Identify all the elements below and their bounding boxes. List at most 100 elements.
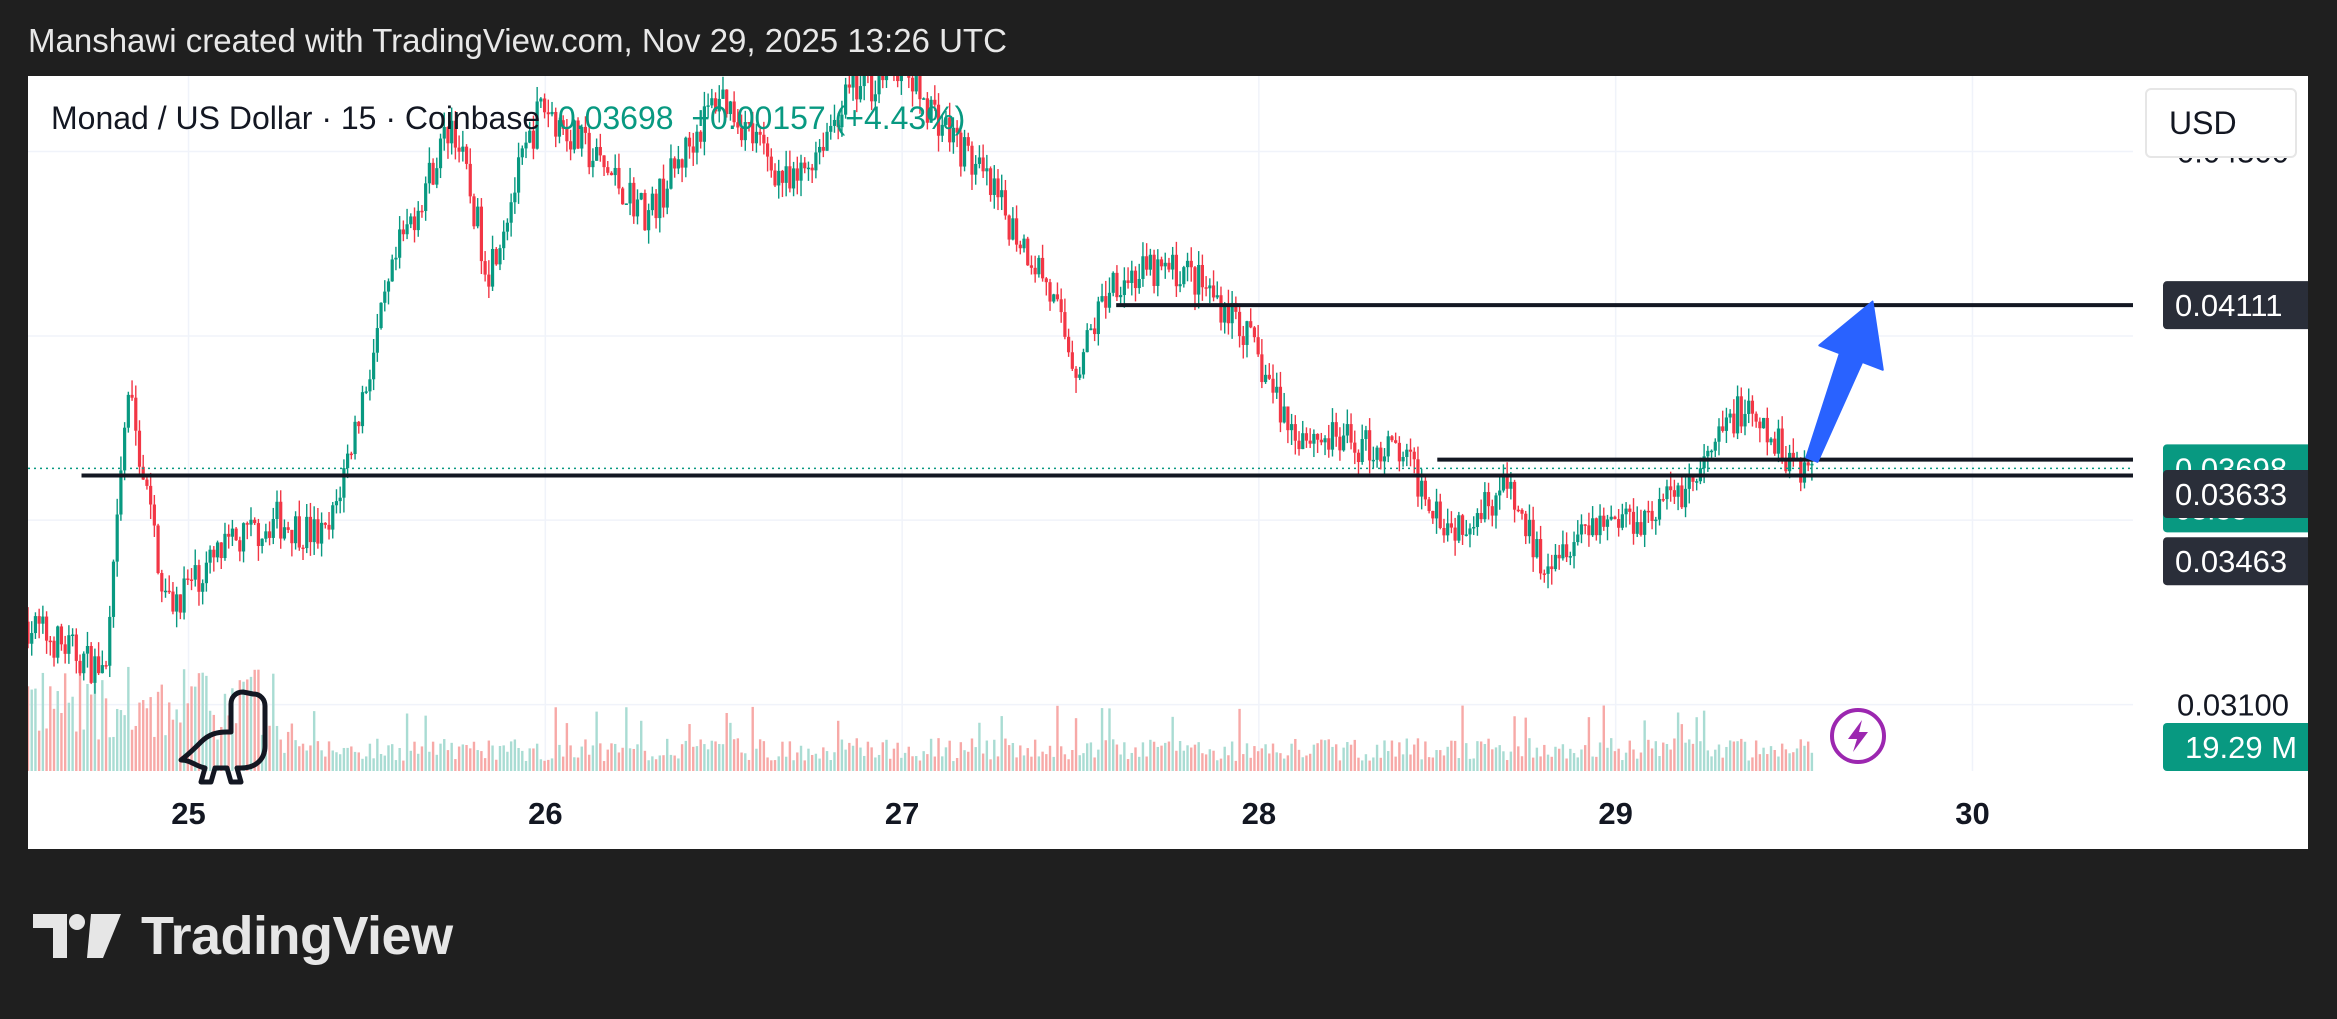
candle-body (1379, 447, 1383, 462)
volume-bar (1587, 717, 1591, 771)
volume-bar (1275, 752, 1278, 771)
candle-body (1565, 544, 1569, 558)
currency-button[interactable]: USD (2145, 88, 2297, 158)
volume-bar (1405, 738, 1409, 771)
candle-body (1360, 439, 1364, 463)
candle-body (1000, 190, 1004, 198)
candle-body (910, 77, 915, 92)
volume-bar (275, 725, 279, 771)
candle-body (1171, 254, 1175, 270)
volume-bar (357, 752, 360, 771)
volume-bar (179, 722, 182, 771)
volume-bar (1725, 746, 1728, 771)
candle-body (1538, 539, 1543, 574)
volume-bar (253, 669, 256, 771)
volume-bar (1754, 740, 1758, 771)
candle-body (554, 111, 558, 137)
candle-body (609, 172, 614, 176)
candle-body (409, 216, 413, 225)
volume-bar (156, 691, 160, 771)
volume-bar (1576, 757, 1579, 771)
volume-bar (197, 673, 201, 771)
volume-bar (394, 760, 398, 771)
candle-body (126, 394, 130, 428)
candle-body (1561, 544, 1565, 559)
candle-body (1598, 515, 1602, 536)
candle-body (1787, 452, 1792, 472)
volume-bar (565, 723, 569, 771)
candle-body (175, 594, 179, 612)
candle-body (669, 158, 673, 189)
volume-bar (491, 745, 494, 771)
candle-body (732, 101, 736, 123)
volume-bar (706, 749, 710, 771)
volume-bar (929, 738, 933, 771)
volume-bar (1654, 741, 1658, 771)
candle-body (1509, 481, 1513, 489)
arrow-up-icon[interactable] (1805, 300, 1884, 463)
volume-bar (1063, 754, 1067, 771)
candle-body (312, 519, 316, 543)
volume-bar (78, 666, 82, 771)
candle-body (420, 210, 424, 213)
volume-bar (1487, 738, 1490, 771)
volume-bar (1528, 738, 1531, 771)
volume-bar (952, 761, 955, 771)
volume-bar (732, 739, 736, 771)
volume-bar (1598, 742, 1602, 771)
candle-body (1215, 295, 1219, 298)
candle-body (1735, 396, 1740, 434)
candle-body (966, 137, 970, 146)
candle-body (513, 192, 517, 203)
volume-bar (937, 738, 940, 771)
candle-body (1799, 458, 1803, 483)
candle-body (1245, 321, 1249, 345)
candle-body (825, 131, 829, 151)
candle-body (747, 122, 751, 124)
candle-body (1628, 508, 1632, 512)
volume-bar (1093, 757, 1096, 771)
volume-bar (1766, 754, 1769, 771)
candle-body (1479, 513, 1483, 520)
volume-bar (327, 741, 331, 771)
candle-body (699, 131, 703, 142)
candle-body (424, 183, 428, 211)
volume-bar (1531, 757, 1535, 771)
volume-bar (1361, 760, 1364, 771)
candle-body (1386, 436, 1390, 457)
volume-bar (1308, 753, 1312, 771)
candle-body (1498, 490, 1502, 496)
volume-bar (342, 747, 346, 771)
volume-bar (364, 756, 368, 771)
volume-bar (796, 752, 799, 771)
volume-bar (52, 708, 56, 771)
volume-bar (970, 738, 974, 771)
volume-bar (1141, 742, 1145, 771)
candle-body (635, 199, 640, 217)
candle-body (539, 98, 543, 102)
candle-body (1211, 285, 1216, 298)
volume-bar (498, 745, 502, 771)
candle-body (1721, 426, 1725, 431)
candle-body (1126, 280, 1130, 283)
volume-bar (636, 744, 639, 771)
volume-bar (63, 673, 67, 771)
volume-bar (1583, 745, 1587, 771)
candle-body (152, 504, 156, 526)
volume-bar (643, 750, 647, 771)
candle-body (520, 148, 524, 158)
volume-bar (1056, 705, 1059, 771)
volume-bar (190, 686, 193, 771)
volume-bar (855, 738, 858, 771)
volume-bar (573, 757, 576, 771)
candle-body (264, 531, 268, 539)
candle-body (673, 158, 677, 169)
lightning-icon[interactable] (1830, 708, 1886, 764)
candle-body (70, 634, 75, 637)
candle-body (446, 126, 450, 144)
volume-bar (376, 738, 379, 771)
candle-body (461, 146, 465, 152)
volume-bar (461, 744, 465, 771)
